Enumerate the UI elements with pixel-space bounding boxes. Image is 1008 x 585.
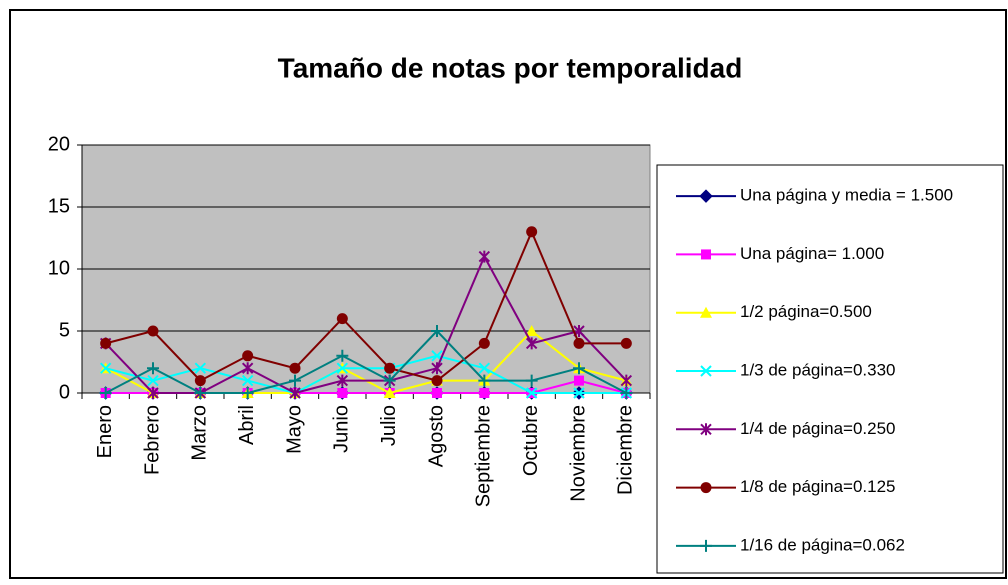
series-line [105,329,627,394]
marker [431,375,443,387]
legend-label: Una página y media = 1.500 [740,186,953,205]
marker [701,249,711,260]
marker [620,337,632,349]
marker [478,362,491,374]
marker [478,337,490,349]
legend-label: Una página= 1.000 [740,244,884,263]
marker [620,374,633,387]
chart-title: Tamaño de notas por temporalidad [278,52,743,83]
y-tick-label: 0 [59,381,70,403]
marker [700,306,712,318]
series-line [105,229,627,382]
marker [289,362,301,374]
legend-label: 1/4 de página=0.250 [740,419,896,438]
y-tick-label: 10 [48,257,70,279]
marker [431,362,443,375]
legend [656,164,1004,574]
x-tick-label: Julio [378,405,400,446]
marker [525,387,538,399]
marker [700,482,712,494]
y-tick-label: 5 [59,319,70,341]
x-tick-label: Diciembre [615,405,637,495]
marker [479,388,490,398]
x-tick-label: Febrero [141,405,163,475]
marker [147,387,159,399]
x-tick-label: Agosto [425,405,447,467]
marker [289,387,301,399]
marker [99,387,112,399]
marker [384,362,396,374]
x-tick-label: Marzo [189,405,211,461]
marker [525,325,538,336]
marker [194,362,207,374]
marker [336,374,349,387]
legend-label: 1/3 de página=0.330 [740,360,896,379]
marker [573,362,585,375]
marker [242,350,254,362]
marker [289,374,301,387]
marker [99,362,112,374]
marker [336,362,349,374]
x-tick-label: Enero [94,405,116,458]
marker [525,337,538,350]
y-tick-label: 15 [48,195,70,217]
marker [700,365,712,377]
marker [147,374,159,387]
marker [147,362,159,375]
marker [478,250,491,263]
legend-label: 1/2 página=0.500 [740,302,872,321]
marker [194,387,207,399]
marker [147,325,159,337]
x-tick-label: Septiembre [473,405,495,507]
marker [525,374,538,387]
marker [432,388,442,398]
y-tick-label: 20 [48,133,70,155]
marker [699,189,713,203]
marker [241,387,254,399]
marker [336,313,348,325]
marker [573,337,585,349]
marker [100,337,112,349]
x-tick-label: Octubre [520,405,542,476]
marker [383,374,396,387]
marker [336,349,349,362]
x-tick-label: Noviembre [567,405,589,502]
marker [241,374,254,387]
legend-label: 1/16 de página=0.062 [740,535,905,554]
marker [478,374,491,387]
x-tick-label: Abril [236,405,258,445]
marker [620,387,633,399]
legend-label: 1/8 de página=0.125 [740,477,896,496]
marker [241,362,254,375]
marker [700,423,712,436]
marker [573,387,585,399]
marker [431,325,443,337]
marker [526,226,538,238]
series-line [104,254,628,395]
marker [574,375,584,386]
marker [700,539,712,552]
x-tick-label: Mayo [283,405,305,454]
x-tick-label: Junio [331,405,353,453]
marker [337,388,348,398]
marker [194,375,206,387]
marker [383,387,396,398]
